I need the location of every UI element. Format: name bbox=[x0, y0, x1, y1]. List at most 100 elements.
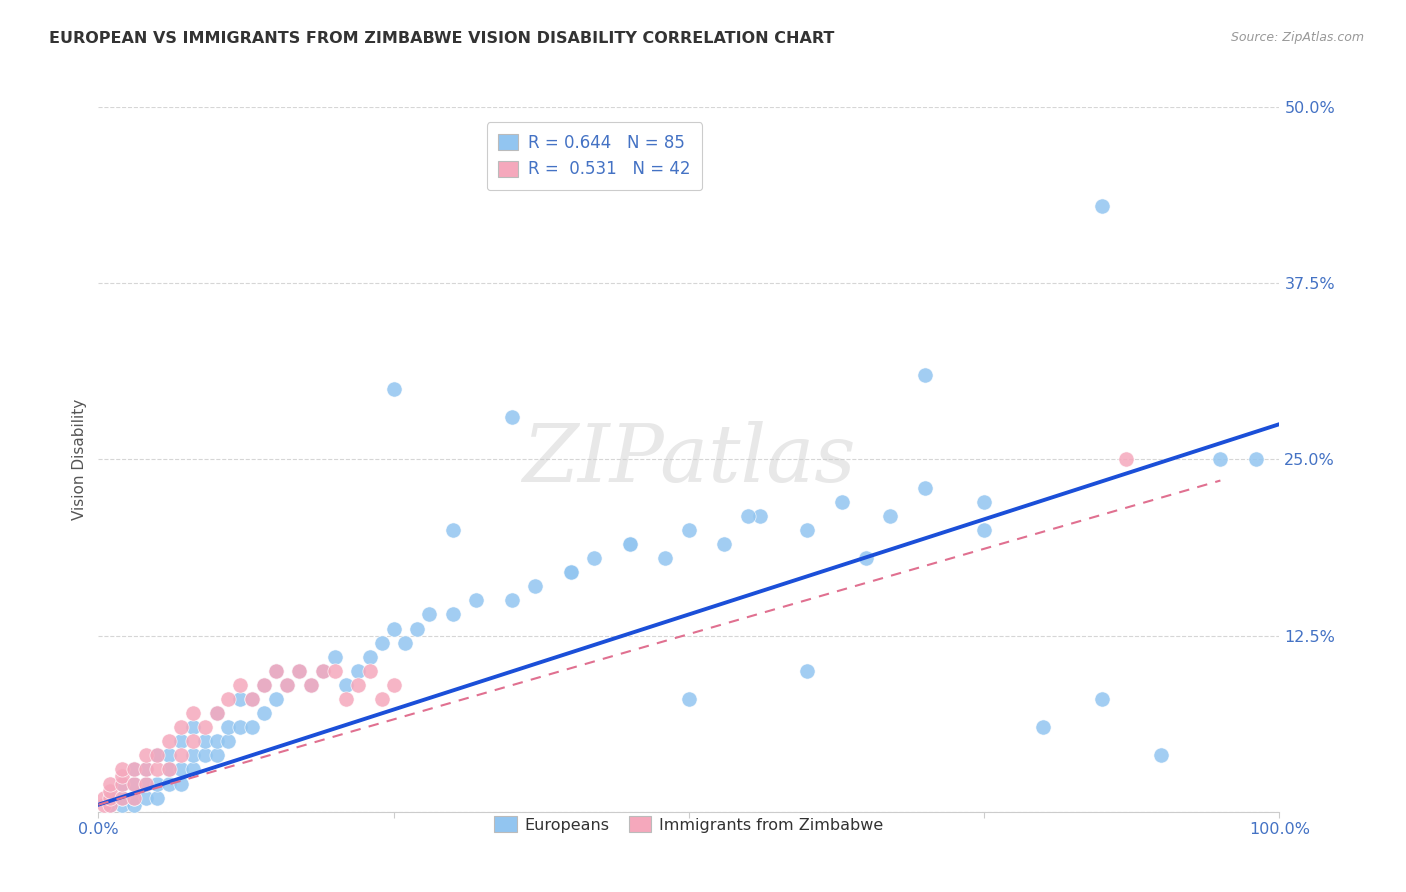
Point bbox=[347, 678, 370, 692]
Point bbox=[796, 523, 818, 537]
Point bbox=[194, 748, 217, 763]
Point bbox=[831, 494, 853, 508]
Text: Source: ZipAtlas.com: Source: ZipAtlas.com bbox=[1230, 31, 1364, 45]
Point bbox=[146, 763, 169, 777]
Point bbox=[135, 776, 157, 790]
Point bbox=[288, 664, 311, 678]
Point bbox=[111, 790, 134, 805]
Point bbox=[1150, 748, 1173, 763]
Point bbox=[406, 622, 429, 636]
Point bbox=[973, 523, 995, 537]
Point bbox=[713, 537, 735, 551]
Point bbox=[157, 763, 180, 777]
Point bbox=[170, 748, 193, 763]
Point bbox=[619, 537, 641, 551]
Point bbox=[441, 607, 464, 622]
Point bbox=[619, 537, 641, 551]
Point bbox=[253, 678, 276, 692]
Point bbox=[135, 763, 157, 777]
Point bbox=[678, 523, 700, 537]
Point bbox=[146, 748, 169, 763]
Point bbox=[335, 678, 357, 692]
Point bbox=[122, 797, 145, 812]
Point bbox=[914, 481, 936, 495]
Point bbox=[264, 664, 287, 678]
Legend: Europeans, Immigrants from Zimbabwe: Europeans, Immigrants from Zimbabwe bbox=[488, 810, 890, 839]
Point bbox=[93, 790, 115, 805]
Point bbox=[359, 664, 381, 678]
Point bbox=[371, 692, 394, 706]
Point bbox=[299, 678, 322, 692]
Point bbox=[205, 706, 228, 720]
Point bbox=[914, 368, 936, 382]
Point bbox=[170, 763, 193, 777]
Point bbox=[229, 720, 252, 734]
Point bbox=[583, 551, 606, 566]
Point bbox=[157, 763, 180, 777]
Point bbox=[194, 734, 217, 748]
Point bbox=[111, 776, 134, 790]
Point bbox=[323, 664, 346, 678]
Point bbox=[146, 790, 169, 805]
Point bbox=[98, 797, 121, 812]
Point bbox=[122, 776, 145, 790]
Point bbox=[135, 776, 157, 790]
Point bbox=[157, 776, 180, 790]
Point bbox=[973, 494, 995, 508]
Point bbox=[240, 720, 263, 734]
Point bbox=[253, 678, 276, 692]
Point bbox=[181, 748, 204, 763]
Point bbox=[748, 508, 770, 523]
Point bbox=[111, 797, 134, 812]
Point bbox=[194, 720, 217, 734]
Point bbox=[264, 692, 287, 706]
Point bbox=[93, 797, 115, 812]
Point bbox=[1091, 692, 1114, 706]
Point bbox=[276, 678, 298, 692]
Point bbox=[312, 664, 335, 678]
Point bbox=[181, 720, 204, 734]
Text: EUROPEAN VS IMMIGRANTS FROM ZIMBABWE VISION DISABILITY CORRELATION CHART: EUROPEAN VS IMMIGRANTS FROM ZIMBABWE VIS… bbox=[49, 31, 835, 46]
Point bbox=[98, 797, 121, 812]
Point bbox=[465, 593, 488, 607]
Point bbox=[299, 678, 322, 692]
Point bbox=[501, 593, 523, 607]
Point bbox=[229, 692, 252, 706]
Point bbox=[312, 664, 335, 678]
Point bbox=[170, 734, 193, 748]
Point bbox=[323, 649, 346, 664]
Point bbox=[146, 776, 169, 790]
Point bbox=[122, 763, 145, 777]
Point bbox=[654, 551, 676, 566]
Point bbox=[181, 734, 204, 748]
Point bbox=[382, 382, 405, 396]
Point bbox=[240, 692, 263, 706]
Point bbox=[146, 748, 169, 763]
Point bbox=[560, 565, 582, 579]
Point bbox=[98, 776, 121, 790]
Point bbox=[98, 783, 121, 797]
Point bbox=[678, 692, 700, 706]
Point bbox=[418, 607, 440, 622]
Point bbox=[560, 565, 582, 579]
Point bbox=[111, 776, 134, 790]
Point bbox=[335, 692, 357, 706]
Point bbox=[205, 706, 228, 720]
Point bbox=[157, 748, 180, 763]
Point bbox=[347, 664, 370, 678]
Point bbox=[181, 763, 204, 777]
Point bbox=[371, 635, 394, 649]
Point bbox=[1091, 199, 1114, 213]
Point bbox=[240, 692, 263, 706]
Point bbox=[217, 720, 239, 734]
Point bbox=[524, 579, 547, 593]
Point bbox=[1032, 720, 1054, 734]
Point bbox=[98, 790, 121, 805]
Point bbox=[879, 508, 901, 523]
Text: ZIPatlas: ZIPatlas bbox=[522, 421, 856, 498]
Point bbox=[394, 635, 416, 649]
Point bbox=[441, 523, 464, 537]
Point bbox=[122, 790, 145, 805]
Point bbox=[111, 769, 134, 784]
Point bbox=[170, 720, 193, 734]
